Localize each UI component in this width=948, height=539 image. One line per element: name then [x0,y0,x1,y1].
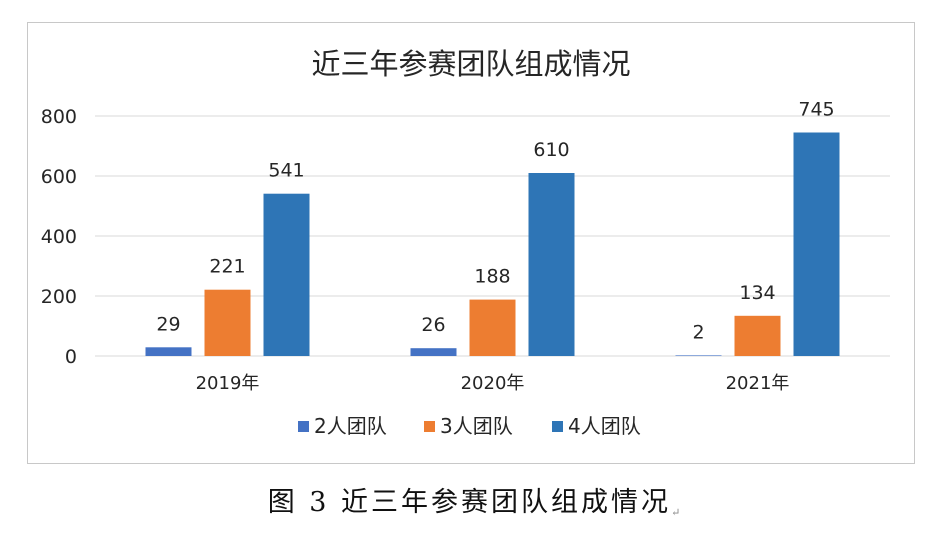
x-category-label: 2019年 [196,373,260,394]
legend-label: 4人团队 [568,414,641,438]
paragraph-mark-icon: ↵ [671,506,681,519]
bar-1-3 [675,355,722,356]
y-tick-label: 200 [41,286,77,308]
y-tick-label: 0 [65,346,77,368]
chart-frame [27,22,915,464]
data-label-2-2: 188 [474,266,510,288]
bars [145,132,840,356]
y-tick-label: 800 [41,106,77,128]
figure-caption-text: 图 3 近三年参赛团队组成情况 [267,487,672,518]
data-label-2-1: 221 [209,256,245,278]
bar-1-1 [145,347,192,356]
legend-label: 3人团队 [440,414,513,438]
data-labels: 29 221 541 26 188 610 2 134 745 [156,99,834,344]
data-label-1-2: 26 [421,314,445,336]
data-label-3-3: 745 [798,99,834,121]
y-tick-label: 600 [41,166,77,188]
bar-2-2 [469,299,516,356]
data-label-3-2: 610 [533,139,569,161]
data-label-1-3: 2 [692,321,704,343]
bar-3-3 [793,132,840,356]
x-category-label: 2020年 [461,373,525,394]
x-category-label: 2021年 [726,373,790,394]
figure-caption: 图 3 近三年参赛团队组成情况↵ [0,480,948,519]
data-label-2-3: 134 [739,282,775,304]
legend: 2人团队 3人团队 4人团队 [298,414,641,438]
legend-swatch [552,421,563,432]
legend-label: 2人团队 [314,414,387,438]
data-label-3-1: 541 [268,160,304,182]
y-axis-ticks: 0 200 400 600 800 [41,106,77,368]
data-label-1-1: 29 [156,313,180,335]
bar-1-2 [410,348,457,356]
chart-title: 近三年参赛团队组成情况 [311,47,630,81]
bar-3-1 [263,193,310,356]
bar-2-1 [204,289,251,356]
legend-swatch [424,421,435,432]
y-tick-label: 400 [41,226,77,248]
bar-2-3 [734,315,781,356]
x-axis-labels: 2019年 2020年 2021年 [196,373,790,394]
bar-3-2 [528,173,575,356]
legend-swatch [298,421,309,432]
